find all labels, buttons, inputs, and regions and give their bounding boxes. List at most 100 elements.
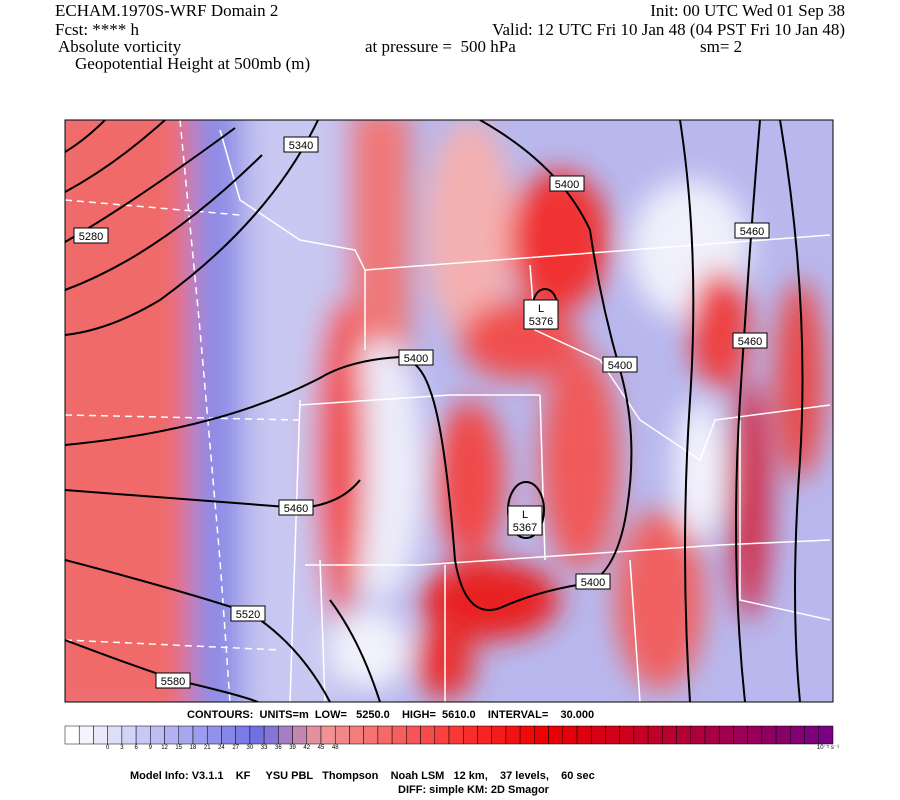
smoothing: sm= 2 <box>700 37 742 56</box>
colorbar-label: 9 <box>149 745 153 751</box>
colorbar-unit: 10⁻⁵ s⁻¹ <box>817 744 839 751</box>
colorbar-box <box>107 725 123 745</box>
colorbar-box <box>150 725 165 745</box>
colorbar-box <box>377 725 393 745</box>
colorbar-box <box>93 725 108 745</box>
colorbar-label: 0 <box>106 745 110 751</box>
colorbar-box <box>775 725 791 745</box>
colorbar-label: 36 <box>275 745 282 751</box>
colorbar-box <box>477 725 492 745</box>
contour-labels: 5340 5280 5400 5460 5460 5400 5400 5460 5520 5580… <box>73 136 770 689</box>
colorbar-box <box>505 725 521 745</box>
colorbar-label: 3 <box>120 745 124 751</box>
colorbar-box <box>605 725 620 745</box>
contour-label: 5400 <box>555 179 579 191</box>
colorbar-box <box>491 725 507 745</box>
colorbar-box <box>562 725 578 745</box>
colorbar-box <box>747 725 763 745</box>
contour-label-box <box>734 222 770 239</box>
colorbar-box <box>164 725 180 745</box>
colorbar-box <box>306 725 322 745</box>
colorbar-box <box>761 725 777 745</box>
colorbar-box <box>192 725 208 745</box>
colorbar-box <box>662 725 677 745</box>
colorbar-box <box>135 725 151 745</box>
contour-label-box <box>283 136 319 153</box>
colorbar-box <box>448 725 464 745</box>
colorbar-label: 48 <box>332 745 339 751</box>
contour-label: 5460 <box>740 226 764 238</box>
colorbar-box <box>263 725 279 745</box>
contour-label: 5460 <box>738 336 762 348</box>
init-time: Init: 00 UTC Wed 01 Sep 38 <box>650 1 845 20</box>
colorbar-box <box>349 725 364 745</box>
field-name: Absolute vorticity <box>58 37 182 56</box>
colorbar-box <box>235 725 251 745</box>
model-info: Model Info: V3.1.1 KF YSU PBL Thompson N… <box>130 770 595 782</box>
colorbar-box <box>278 725 293 745</box>
colorbar-box <box>633 725 649 745</box>
contour-label-box <box>732 332 768 349</box>
colorbar-label: 30 <box>247 745 254 751</box>
colorbar-box <box>206 725 222 745</box>
colorbar-box <box>704 725 720 745</box>
low-label-box <box>523 299 559 330</box>
colorbar-box <box>519 725 535 745</box>
contour-label: 5460 <box>284 503 308 515</box>
colorbar-label: 27 <box>232 745 239 751</box>
colorbar-box <box>178 725 194 745</box>
header: ECHAM.1970S-WRF Domain 2 Fcst: **** h Ab… <box>55 1 845 73</box>
contour-label: 5340 <box>289 140 313 152</box>
colorbar-label: 18 <box>190 745 197 751</box>
pressure-level: at pressure = 500 hPa <box>365 37 516 56</box>
colorbar-box <box>818 725 834 745</box>
colorbar-box <box>64 725 80 745</box>
map-frame <box>64 119 834 703</box>
colorbar: 0 3 6 9 12 15 18 21 24 27 30 33 36 39 42 45 48 10⁻⁵ s⁻¹ <box>64 725 839 751</box>
contour-label: 5400 <box>404 353 428 365</box>
contour-label: 5280 <box>79 231 103 243</box>
colorbar-label: 33 <box>261 745 268 751</box>
colorbar-box <box>249 725 265 745</box>
colorbar-box <box>790 725 805 745</box>
colorbar-box <box>619 725 635 745</box>
contour-label-box <box>549 175 585 192</box>
contour-label: 5400 <box>608 360 632 372</box>
low-label-box <box>507 505 543 536</box>
colorbar-box <box>221 725 236 745</box>
colorbar-box <box>292 725 308 745</box>
valid-time: Valid: 12 UTC Fri 10 Jan 48 (04 PST Fri … <box>492 20 845 39</box>
colorbar-box <box>334 725 350 745</box>
colorbar-label: 45 <box>318 745 325 751</box>
colorbar-box <box>590 725 606 745</box>
contour-label-box <box>278 499 314 516</box>
diff-info: DIFF: simple KM: 2D Smagor <box>398 784 550 796</box>
contour-label: 5400 <box>581 577 605 589</box>
contour-label-box <box>155 672 191 689</box>
height-contours <box>65 120 804 702</box>
low-marker: L <box>538 303 544 315</box>
model-title: ECHAM.1970S-WRF Domain 2 <box>55 1 278 20</box>
contour-label: 5580 <box>161 676 185 688</box>
colorbar-box <box>121 725 137 745</box>
colorbar-box <box>320 725 336 745</box>
colorbar-box <box>676 725 692 745</box>
colorbar-box <box>548 725 564 745</box>
colorbar-box <box>647 725 663 745</box>
contour-label-box <box>230 605 266 622</box>
colorbar-label: 6 <box>134 745 138 751</box>
colorbar-box <box>733 725 748 745</box>
colorbar-box <box>690 725 706 745</box>
contour-field: Geopotential Height at 500mb (m) <box>75 54 310 73</box>
contour-label: 5520 <box>236 609 260 621</box>
colorbar-box <box>718 725 734 745</box>
contour-label-box <box>73 227 109 244</box>
colorbar-box <box>406 725 421 745</box>
colorbar-box <box>391 725 407 745</box>
boundaries <box>65 120 831 702</box>
colorbar-box <box>363 725 379 745</box>
colorbar-box <box>804 725 820 745</box>
colorbar-label: 39 <box>289 745 296 751</box>
contour-info: CONTOURS: UNITS=m LOW= 5250.0 HIGH= 5610… <box>187 709 594 721</box>
